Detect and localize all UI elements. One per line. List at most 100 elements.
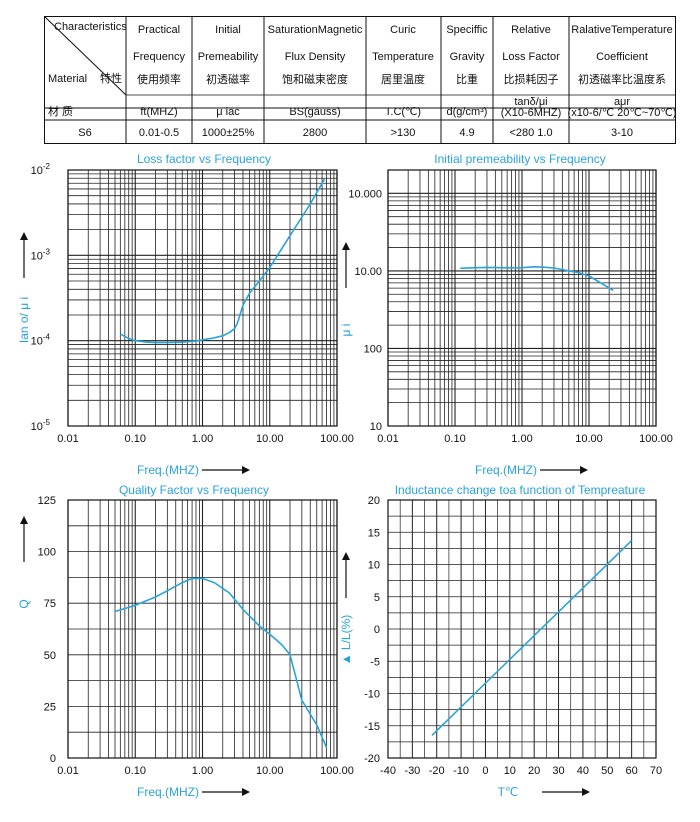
col-label: Premeability [198,51,259,63]
y-tick-label: 10-3 [31,247,51,262]
col-unit: ft(MHZ) [140,106,177,118]
y-tick-exp: -4 [43,333,51,342]
col-unit: μ iac [216,106,240,118]
col-label: 比损耗因子 [504,72,559,86]
col-label: Temperature [372,51,434,63]
plot-frame [387,499,657,759]
y-tick-exp: -5 [43,418,51,427]
row-curie: >130 [391,127,416,139]
col-practical-frequency: Practical Frequency 使用频率 ft(MHZ) [133,24,185,118]
y-axis-label: Q [17,599,31,608]
y-tick-label: 25 [44,701,56,713]
series-line [114,577,328,749]
col-relative-loss-factor: Relative Loss Factor 比损耗因子 tanδ/μi (X10-… [501,24,562,119]
row-frequency: 0.01-0.5 [139,127,179,139]
x-tick-label: 0.01 [57,433,78,445]
y-tick-base: 10 [31,165,43,177]
col-label: Speciffic [446,24,488,36]
header-material: Material [48,73,87,85]
y-tick-exp: -3 [43,247,51,256]
x-tick-label: 30 [552,765,564,777]
y-tick-base: 10 [31,421,43,433]
col-saturation-flux: SaturationMagnetic Flux Density 饱和磁束密度 B… [268,24,363,118]
chart-4: -40 -30 -20 -10 0 10 20 30 40 50 60 70 -20 -15 -10 -5 0 5… [339,483,662,799]
x-tick-label: 10 [504,765,516,777]
x-tick-label: 0.10 [125,765,146,777]
x-tick-label: 1.00 [192,433,213,445]
x-tick-label: 0 [482,765,488,777]
y-tick-base: 10 [31,336,43,348]
x-axis-arrowhead [242,466,250,474]
chart-title: Loss factor vs Frequency [137,152,271,166]
col-label: 居里温度 [381,72,425,86]
y-tick-label: -15 [364,721,380,733]
x-axis-arrowhead [242,788,250,796]
x-tick-label: 0.10 [125,433,146,445]
y-tick-label: 125 [38,495,56,507]
y-tick-label: 100 [364,343,382,355]
row-temp-coef: 3-10 [611,127,633,139]
y-tick-label: 10-5 [31,418,51,433]
col-label: 使用频率 [137,72,181,86]
y-axis-label: μ i [339,324,353,337]
x-tick-label: 70 [650,765,662,777]
x-tick-label: 50 [601,765,613,777]
col-label: Relative [511,24,551,36]
y-tick-label: 10.00 [354,266,382,278]
row-loss: <280 1.0 [509,127,552,139]
chart-1: 0.01 0.10 1.00 10.00 100.0010-510-410-310-2L… [17,152,354,477]
x-tick-label: -10 [453,765,469,777]
y-axis-arrowhead [342,552,350,560]
series-line [460,265,614,292]
x-axis-arrowhead [582,788,590,796]
col-unit: BS(gauss) [289,106,340,118]
col-label: Practical [138,24,180,36]
y-axis-arrowhead [20,232,28,240]
col-label: 初透磁率 [206,72,250,86]
x-tick-label: -30 [404,765,420,777]
x-tick-label: 0.01 [377,433,398,445]
x-tick-label: 10.00 [256,433,284,445]
x-tick-label: 10.00 [575,433,603,445]
row-material: S6 [78,127,91,139]
x-axis-arrowhead [580,466,588,474]
row-permeability: 1000±25% [202,127,255,139]
spec-table: Characteristics Material 特性 材 质 Practica… [44,16,676,144]
series-line [431,540,633,736]
col-unit: aμr [614,96,630,108]
chart-2: 0.01 0.10 1.00 10.00 100.00 10 100 10.00 10.000 I… [339,152,673,477]
plot-frame [67,169,338,427]
y-tick-label: 5 [374,592,380,604]
grid [387,499,657,759]
x-tick-label: 1.00 [192,765,213,777]
col-label: 比重 [456,72,478,86]
col-label: Flux Density [285,51,346,63]
y-tick-exp: -2 [43,162,51,171]
y-tick-label: -20 [364,753,380,765]
row-flux: 2800 [303,127,327,139]
header-material-cn: 特性 [100,71,122,85]
col-unit-2: (x10-6/℃ 20℃~70℃) [568,107,676,119]
x-tick-label: 100.00 [320,433,354,445]
col-temperature-coefficient: RalativeTemperature Coefficient 初透磁率比温度系… [568,24,676,119]
col-unit-2: (X10-6MHZ) [501,107,562,119]
x-tick-label: 40 [577,765,589,777]
col-label: 初透磁率比温度系 [578,72,666,86]
grid [67,499,338,759]
y-tick-label: 10.000 [348,188,382,200]
x-axis-label: Freq.(MHZ) [137,785,199,799]
x-tick-label: 10.00 [256,765,284,777]
col-label: Frequency [133,51,185,63]
series-line [119,178,326,344]
y-tick-label: 100 [38,547,56,559]
plot-frame [67,499,338,759]
x-tick-label: -20 [429,765,445,777]
chart-title: Quality Factor vs Frequency [119,483,269,497]
col-label: Initial [215,24,241,36]
y-tick-label: -5 [370,656,380,668]
col-label: Gravity [450,51,485,63]
x-tick-label: -40 [380,765,396,777]
col-label: Coefficient [596,51,648,63]
grid [387,169,657,427]
